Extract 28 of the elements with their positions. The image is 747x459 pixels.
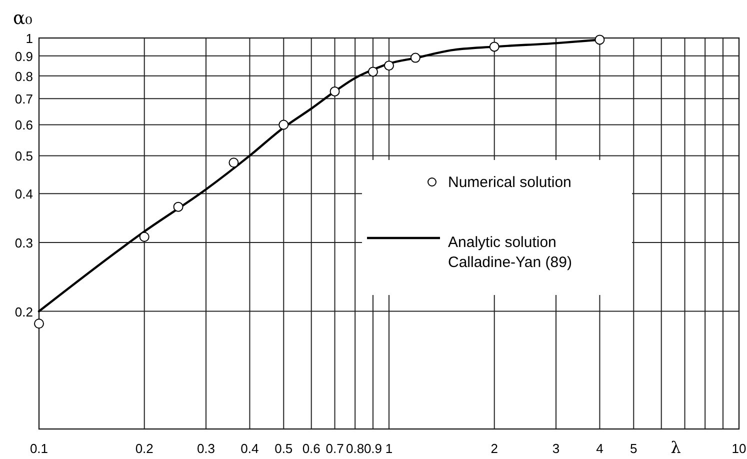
x-axis-title: λ (670, 438, 681, 457)
x-tick-label: 0.2 (135, 441, 154, 456)
x-tick-label: 0.3 (196, 441, 216, 456)
y-tick-label: 0.7 (14, 92, 33, 107)
x-tick-label: 0.6 (302, 441, 320, 456)
x-tick-label: 0.4 (240, 441, 259, 456)
x-tick-label: 0.7 (326, 441, 344, 456)
y-tick-label: 0.3 (14, 235, 33, 250)
x-tick-label: 3 (552, 441, 560, 456)
x-tick-label: 0.1 (30, 441, 48, 456)
x-tick-label: 10 (732, 441, 746, 456)
x-tick-label: 0.5 (274, 441, 293, 456)
y-tick-label: 0.9 (14, 48, 33, 64)
x-tick-label: 5 (630, 441, 638, 456)
x-tick-label: 2 (490, 441, 498, 456)
y-tick-label: 0.5 (14, 148, 33, 164)
legend-label: Numerical solution (448, 174, 572, 191)
y-axis-title: α₀ (13, 8, 32, 29)
x-tick-label: 0.8 (346, 441, 364, 456)
y-tick-label: 0.4 (14, 186, 33, 202)
y-tick-label: 0.2 (14, 304, 33, 320)
y-tick-label: 0.6 (14, 118, 33, 133)
y-tick-label: 0.8 (14, 68, 33, 84)
y-tick-label: 1 (26, 31, 33, 46)
legend-label: Analytic solution Calladine-Yan (89) (448, 234, 572, 271)
x-tick-label: 1 (385, 441, 393, 456)
x-tick-label: 4 (596, 441, 604, 456)
x-tick-label: 0.9 (364, 441, 382, 456)
